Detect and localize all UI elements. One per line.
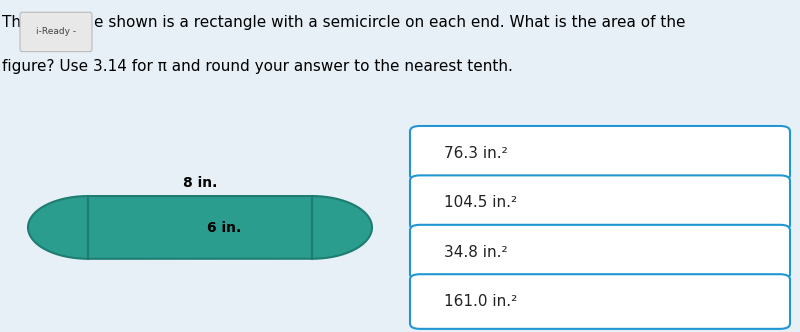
FancyBboxPatch shape bbox=[410, 274, 790, 329]
Wedge shape bbox=[28, 196, 88, 259]
Text: 6 in.: 6 in. bbox=[207, 221, 241, 235]
Text: e shown is a rectangle with a semicircle on each end. What is the area of the: e shown is a rectangle with a semicircle… bbox=[94, 15, 686, 30]
Wedge shape bbox=[312, 196, 372, 259]
Text: 8 in.: 8 in. bbox=[183, 176, 217, 190]
Text: Th: Th bbox=[2, 15, 21, 30]
FancyBboxPatch shape bbox=[410, 225, 790, 280]
FancyBboxPatch shape bbox=[410, 175, 790, 230]
Text: 76.3 in.²: 76.3 in.² bbox=[444, 146, 508, 161]
Text: 161.0 in.²: 161.0 in.² bbox=[444, 294, 518, 309]
Text: i-Ready -: i-Ready - bbox=[36, 28, 76, 37]
Text: figure? Use 3.14 for π and round your answer to the nearest tenth.: figure? Use 3.14 for π and round your an… bbox=[2, 59, 513, 74]
FancyBboxPatch shape bbox=[410, 126, 790, 181]
FancyBboxPatch shape bbox=[20, 12, 92, 51]
Bar bbox=[88, 196, 312, 259]
Text: 34.8 in.²: 34.8 in.² bbox=[444, 245, 508, 260]
Text: 104.5 in.²: 104.5 in.² bbox=[444, 195, 517, 210]
